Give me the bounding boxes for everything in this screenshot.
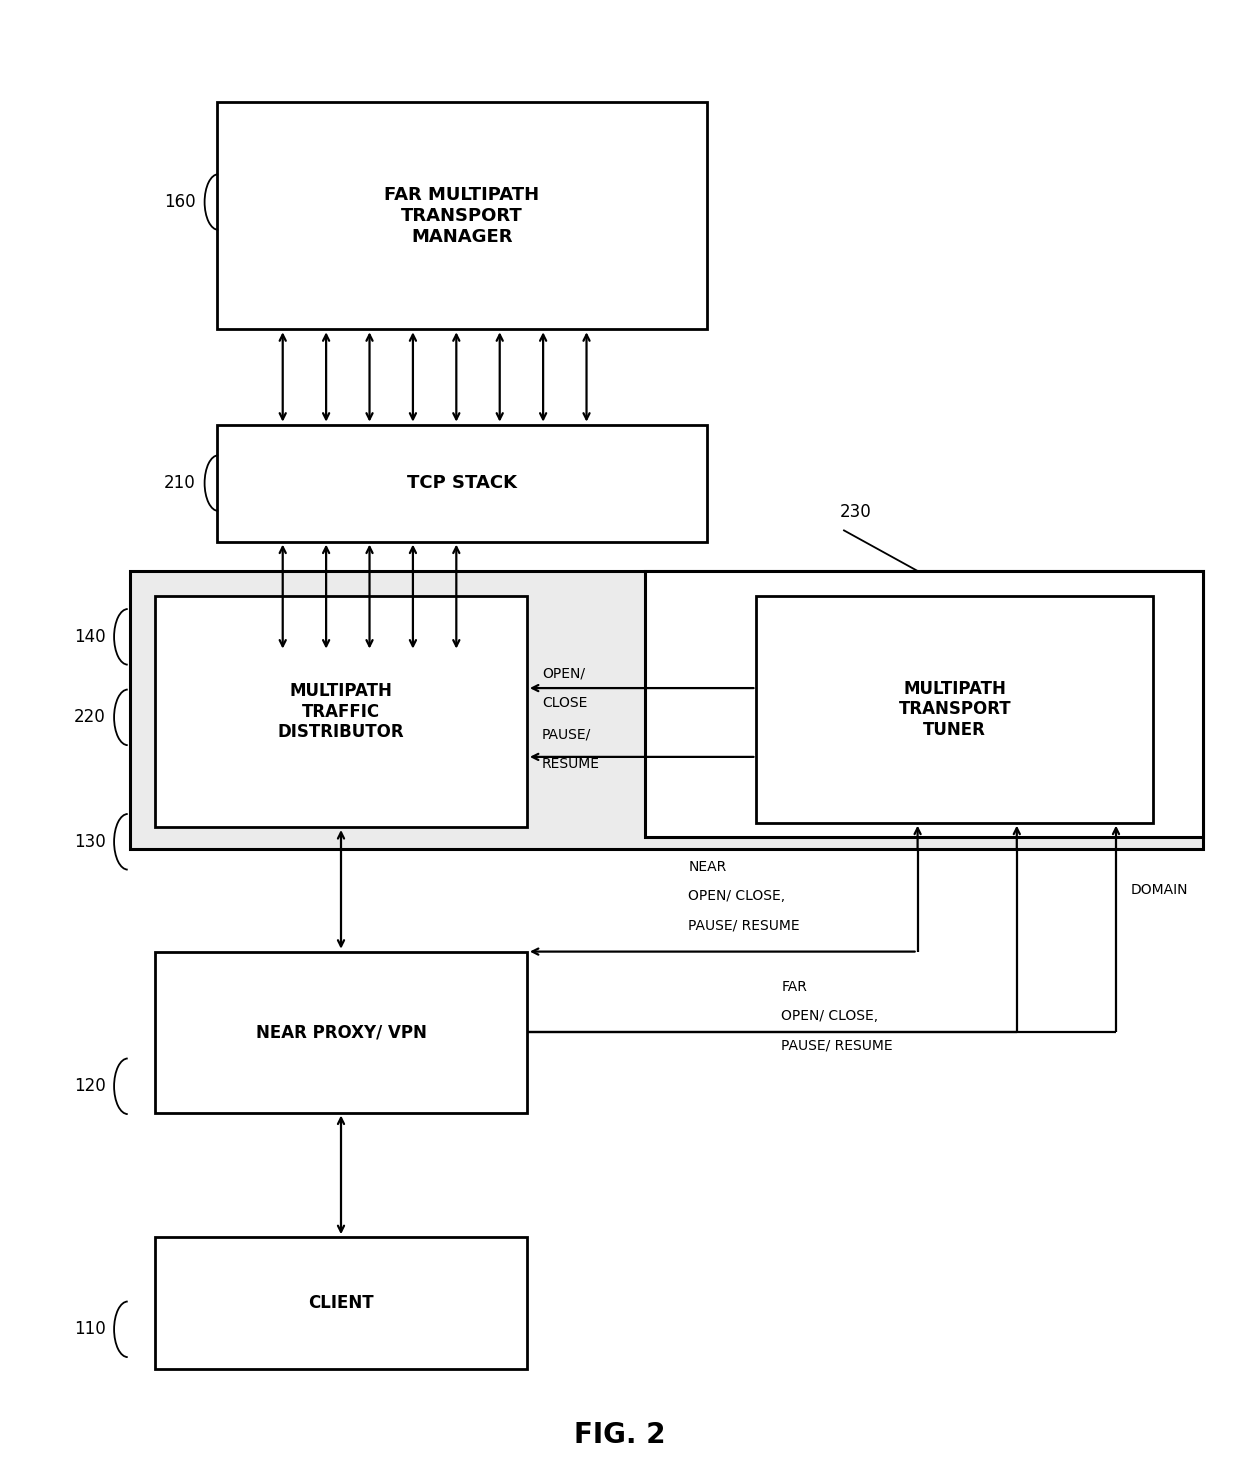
Text: TCP STACK: TCP STACK bbox=[407, 474, 517, 492]
Text: 230: 230 bbox=[839, 504, 872, 521]
Bar bbox=[130, 571, 1203, 849]
Bar bbox=[217, 102, 707, 329]
Text: NEAR PROXY/ VPN: NEAR PROXY/ VPN bbox=[255, 1023, 427, 1041]
Bar bbox=[756, 596, 1153, 823]
Bar bbox=[217, 425, 707, 542]
Text: 110: 110 bbox=[73, 1321, 105, 1338]
Text: CLOSE: CLOSE bbox=[542, 695, 588, 710]
Text: FAR: FAR bbox=[781, 979, 807, 994]
Text: NEAR: NEAR bbox=[688, 859, 727, 874]
Text: 120: 120 bbox=[73, 1078, 105, 1095]
Text: DOMAIN: DOMAIN bbox=[1131, 883, 1188, 897]
Bar bbox=[645, 571, 1203, 837]
Text: 160: 160 bbox=[164, 193, 196, 211]
Text: CLIENT: CLIENT bbox=[309, 1294, 373, 1312]
Text: 140: 140 bbox=[73, 628, 105, 646]
Text: 210: 210 bbox=[164, 474, 196, 492]
Text: MULTIPATH
TRANSPORT
TUNER: MULTIPATH TRANSPORT TUNER bbox=[899, 679, 1011, 739]
Bar bbox=[155, 952, 527, 1113]
Bar bbox=[155, 596, 527, 827]
Text: 130: 130 bbox=[73, 833, 105, 851]
Text: 220: 220 bbox=[73, 709, 105, 726]
Text: OPEN/ CLOSE,: OPEN/ CLOSE, bbox=[781, 1009, 878, 1023]
Text: PAUSE/ RESUME: PAUSE/ RESUME bbox=[781, 1038, 893, 1053]
Bar bbox=[155, 1237, 527, 1369]
Text: OPEN/ CLOSE,: OPEN/ CLOSE, bbox=[688, 889, 785, 903]
Text: MULTIPATH
TRAFFIC
DISTRIBUTOR: MULTIPATH TRAFFIC DISTRIBUTOR bbox=[278, 682, 404, 741]
Text: RESUME: RESUME bbox=[542, 757, 600, 772]
Text: PAUSE/ RESUME: PAUSE/ RESUME bbox=[688, 918, 800, 933]
Text: FAR MULTIPATH
TRANSPORT
MANAGER: FAR MULTIPATH TRANSPORT MANAGER bbox=[384, 186, 539, 246]
Text: FIG. 2: FIG. 2 bbox=[574, 1420, 666, 1449]
Text: PAUSE/: PAUSE/ bbox=[542, 728, 591, 742]
Text: OPEN/: OPEN/ bbox=[542, 666, 585, 681]
